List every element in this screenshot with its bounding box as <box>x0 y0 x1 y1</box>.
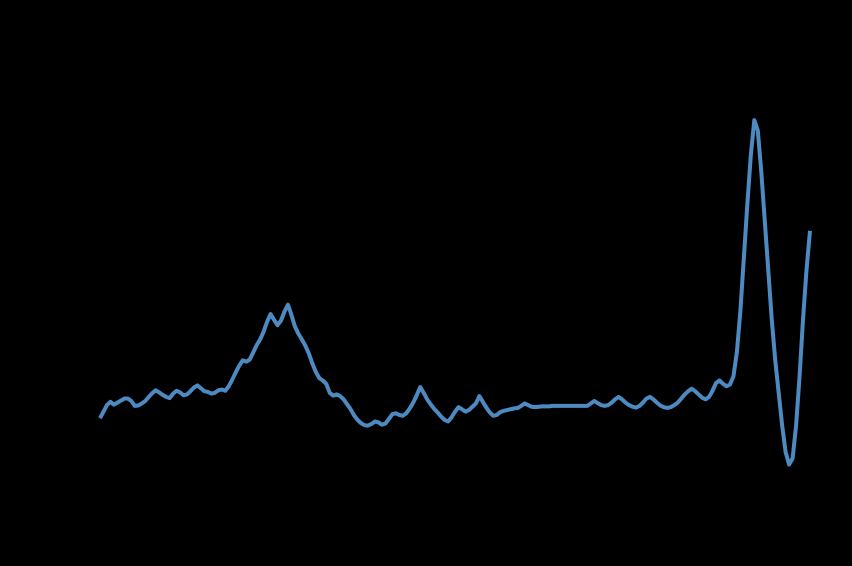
data-series-line <box>98 118 812 467</box>
